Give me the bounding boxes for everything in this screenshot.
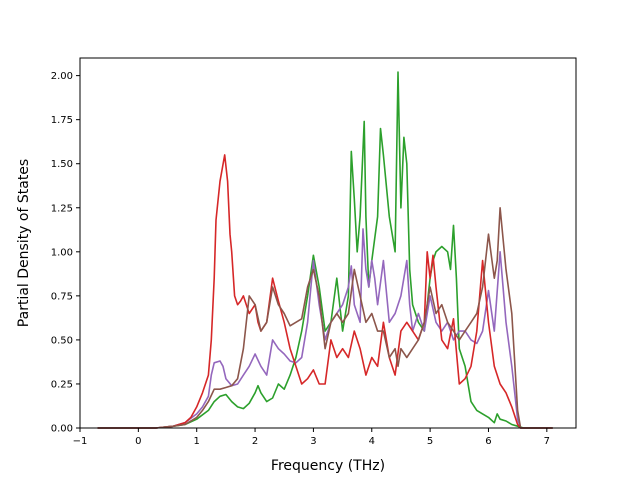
x-tick-label: 4 bbox=[369, 436, 375, 447]
y-axis-label: Partial Density of States bbox=[16, 159, 32, 327]
y-tick-label: 0.50 bbox=[51, 335, 73, 346]
x-tick-label: 2 bbox=[252, 436, 258, 447]
x-tick-label: −1 bbox=[73, 436, 88, 447]
x-tick-label: 7 bbox=[544, 436, 550, 447]
x-tick-label: 3 bbox=[310, 436, 316, 447]
series-line-4 bbox=[97, 207, 553, 429]
series-layer bbox=[97, 71, 553, 429]
x-tick-label: 6 bbox=[485, 436, 491, 447]
x-tick-label: 0 bbox=[135, 436, 141, 447]
y-tick-label: 0.25 bbox=[51, 379, 73, 390]
x-axis-label: Frequency (THz) bbox=[271, 458, 385, 474]
y-tick-label: 1.25 bbox=[51, 203, 73, 214]
x-axis: −1 0 1 2 3 4 5 6 7 bbox=[73, 428, 550, 447]
y-tick-label: 1.75 bbox=[51, 115, 73, 126]
series-line-2 bbox=[97, 228, 553, 429]
x-tick-label: 5 bbox=[427, 436, 433, 447]
y-tick-label: 2.00 bbox=[51, 71, 73, 82]
plot-frame bbox=[79, 57, 577, 429]
series-line-1 bbox=[97, 71, 553, 429]
y-tick-label: 0.00 bbox=[51, 424, 73, 435]
series-line-3 bbox=[97, 154, 553, 429]
y-axis: 0.00 0.25 0.50 0.75 1.00 1.25 1.50 1.75 2.00 bbox=[51, 71, 80, 435]
x-tick-label: 1 bbox=[194, 436, 200, 447]
y-tick-label: 0.75 bbox=[51, 291, 73, 302]
y-tick-label: 1.50 bbox=[51, 159, 73, 170]
y-tick-label: 1.00 bbox=[51, 247, 73, 258]
